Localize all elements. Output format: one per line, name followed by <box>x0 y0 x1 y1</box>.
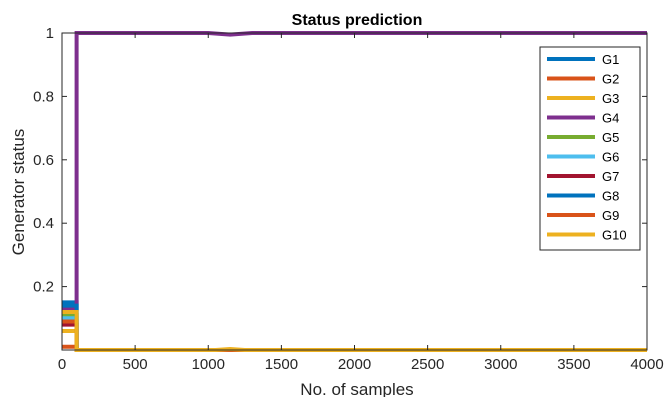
y-tick-label: 0.2 <box>33 279 54 296</box>
legend-label-g10: G10 <box>602 228 627 243</box>
y-tick-label: 1 <box>46 25 54 42</box>
x-tick-label: 3500 <box>557 356 590 373</box>
legend-label-g3: G3 <box>602 91 619 106</box>
legend: G1 G2 G3 G4 G5 G6 G7 G8 G9 G10 <box>539 46 641 251</box>
legend-label-g9: G9 <box>602 208 619 223</box>
legend-label-g1: G1 <box>602 52 619 67</box>
legend-label-g8: G8 <box>602 189 619 204</box>
tick-labels: 0 500 1000 1500 2000 2500 3000 3500 4000 0.2 0.4 0.… <box>33 25 664 373</box>
legend-label-g6: G6 <box>602 150 619 165</box>
x-tick-label: 3000 <box>484 356 517 373</box>
x-tick-label: 2000 <box>338 356 371 373</box>
x-tick-label: 1000 <box>192 356 225 373</box>
legend-label-g2: G2 <box>602 72 619 87</box>
axes <box>61 32 648 351</box>
x-tick-label: 0 <box>58 356 66 373</box>
x-axis-label: No. of samples <box>300 380 413 397</box>
y-tick-label: 0.6 <box>33 152 54 169</box>
x-tick-label: 1500 <box>265 356 298 373</box>
x-tick-label: 500 <box>123 356 148 373</box>
legend-label-g5: G5 <box>602 130 619 145</box>
legend-label-g7: G7 <box>602 169 619 184</box>
x-tick-label: 2500 <box>411 356 444 373</box>
x-tick-label: 4000 <box>630 356 663 373</box>
y-tick-label: 0.4 <box>33 215 54 232</box>
legend-label-g4: G4 <box>602 111 619 126</box>
y-tick-label: 0.8 <box>33 88 54 105</box>
chart-title: Status prediction <box>292 12 423 29</box>
y-axis-label: Generator status <box>9 129 28 256</box>
